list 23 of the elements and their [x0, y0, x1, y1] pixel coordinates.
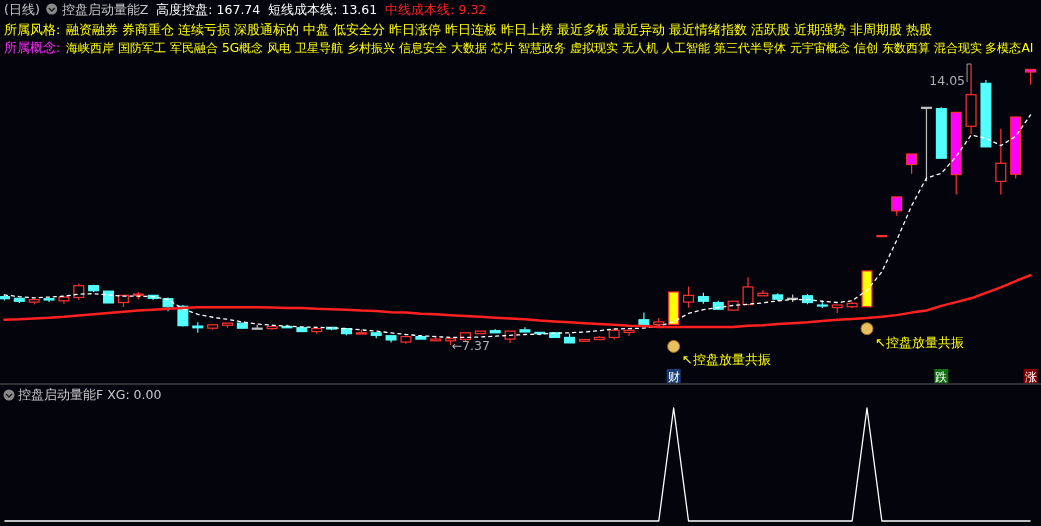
annotation: 14.05: [929, 73, 966, 88]
text: 海峡西岸 国防军工 军民融合 5G概念 风电 卫星导航 乡村振兴 信息安全 大数据 芯片 智慧政务 虚拟现实 无人机 人工智能 第三代半导体 元宇宙概念 信创 东数西算 混合现实 多模态AI: [66, 41, 1034, 55]
chart-title: 控盘启动量能F XG: 0.00: [18, 387, 162, 402]
candlestick: [683, 285, 695, 309]
x-tick-label: 跌: [935, 369, 948, 384]
text: 所属风格:: [4, 22, 61, 37]
text: 融资融券 券商重仓 连续亏损 深股通标的 中盘 低安全分 昨日涨停 昨日连板 昨日上榜 最近多板 最近异动 最近情绪指数 活跃股 近期强势 非周期股 热股: [66, 22, 932, 37]
text: 控盘启动量能Z: [61, 2, 149, 17]
text: 所属概念:: [4, 40, 61, 55]
candlestick: [906, 153, 918, 175]
candlestick: [891, 196, 903, 217]
annotation: ↖控盘放量共振: [874, 334, 964, 350]
text: 中线成本线: 9.32: [385, 2, 487, 17]
text: ↖控盘放量共振: [681, 352, 771, 368]
candlestick: [742, 276, 754, 306]
x-tick-label: 财: [667, 369, 680, 384]
chart-title: (日线): [4, 2, 40, 17]
annotation: ←7.37: [451, 338, 490, 353]
text: 短线成本线: 13.61: [268, 2, 378, 17]
x-tick-label: 涨: [1024, 369, 1037, 384]
candlestick: [995, 128, 1007, 195]
text: 高度控盘: 167.74: [156, 2, 261, 17]
candlestick: [920, 106, 932, 182]
